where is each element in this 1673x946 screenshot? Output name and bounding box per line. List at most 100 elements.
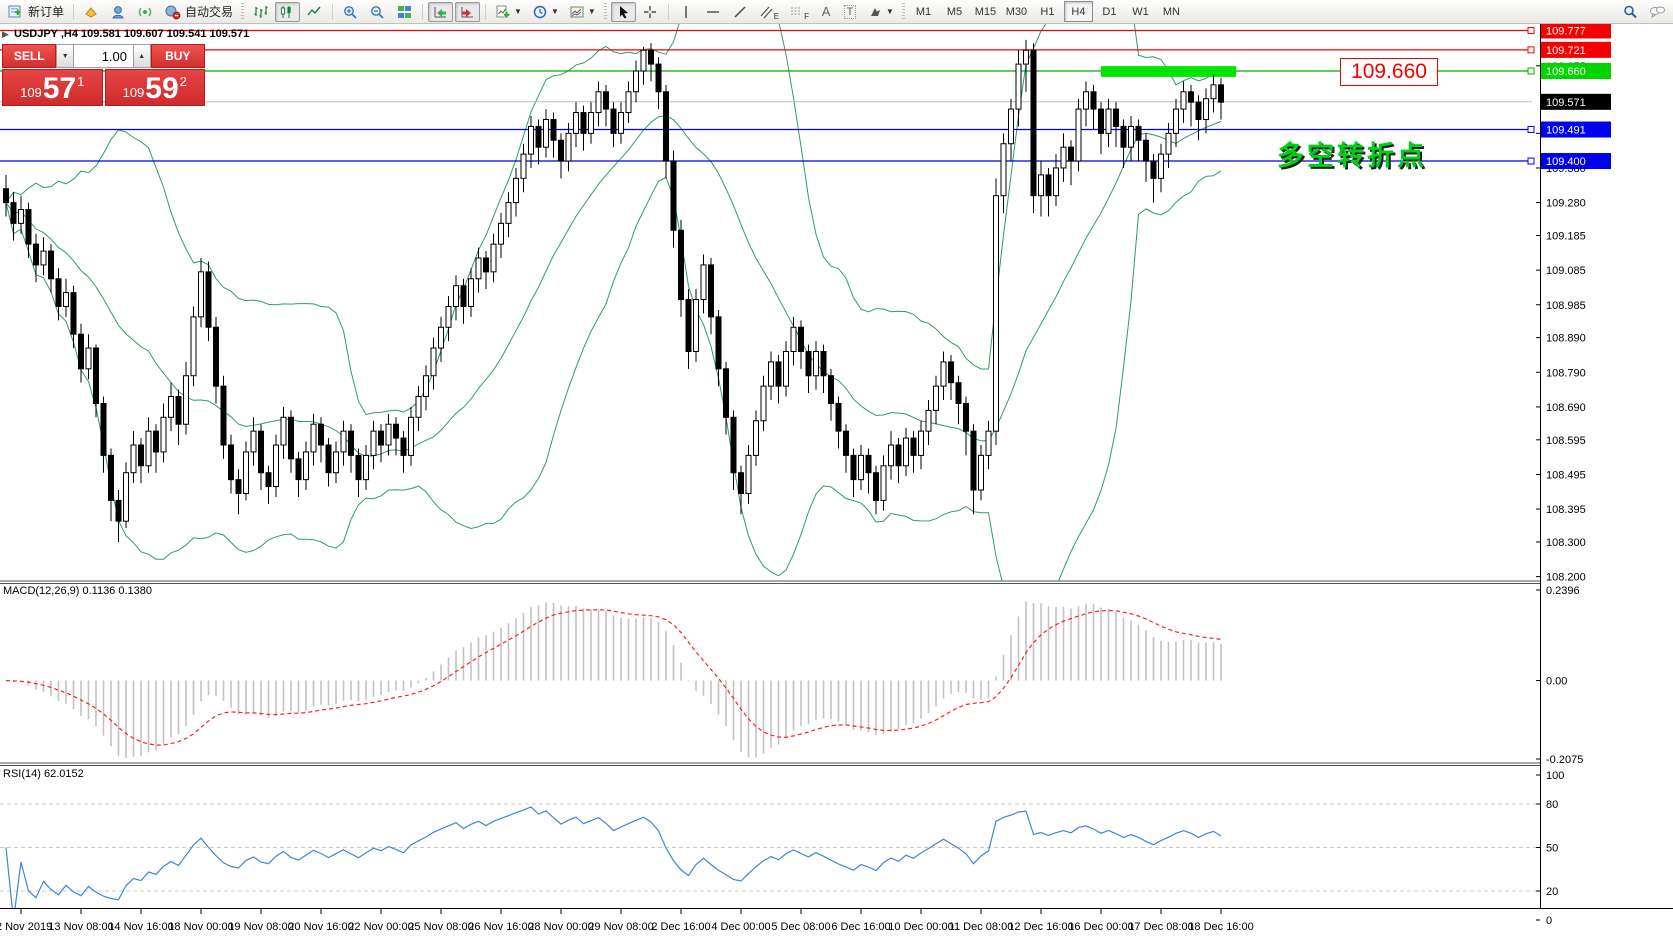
timeframe-w1[interactable]: W1 [1132,5,1149,18]
templates-button[interactable]: ▼ [565,2,600,22]
buy-price-button[interactable]: 109 59 2 [104,69,205,106]
volume-down-button[interactable]: ▼ [56,44,74,68]
candlestick-chart-button[interactable] [275,1,301,22]
data-window-icon [112,5,124,18]
timeframe-m15[interactable]: M15 [974,5,997,18]
sell-price-big-figure: 109 [20,85,42,100]
buy-button[interactable]: BUY [150,44,205,68]
vertical-line-tool[interactable] [674,2,699,22]
timeframe-m1[interactable]: M1 [915,5,932,18]
dropdown-caret: ▼ [587,7,596,16]
group-grip [603,2,607,21]
sell-button[interactable]: SELL [2,44,57,68]
timeframe-h4[interactable]: H4 [1063,1,1093,22]
price-tag-109.660 [1541,63,1611,79]
sell-price-button[interactable]: 109 57 1 [2,69,103,106]
trendline-tool[interactable] [728,2,753,22]
cursor-icon [619,5,628,18]
price-tick: 108.395 [1546,504,1586,516]
text-label-tool[interactable]: T [839,2,861,22]
separator [422,3,424,20]
hline-anchor [1527,126,1535,134]
price-tag-text: 109.660 [1546,66,1586,78]
search-button[interactable] [1618,2,1643,22]
zoom-in-icon [344,5,357,19]
time-label: 17 Dec 08:00 [1128,921,1193,933]
auto-scroll-icon [434,6,447,17]
equidistant-channel-tool[interactable]: E [755,2,783,22]
macd-signal-line [5,609,1222,746]
time-label: 5 Dec 08:00 [771,921,830,933]
separator [332,3,334,20]
auto-trading-button[interactable]: 自动交易 [160,2,237,22]
crosshair-icon [643,5,656,18]
bar-chart-icon [254,5,268,18]
volume-up-button[interactable]: ▲ [133,44,151,68]
indicators-icon [496,5,510,17]
main-toolbar: 新订单 自动交易 ▼ ▼ ▼ E F A T ▼ M1 M5 M15 M30 H… [0,0,1673,24]
auto-trading-label: 自动交易 [185,5,234,19]
auto-scroll-button[interactable] [428,1,454,22]
bar-chart-button[interactable] [248,2,273,22]
timeframe-mn[interactable]: MN [1162,5,1180,18]
line-chart-button[interactable] [302,2,327,22]
sell-price-pips: 57 [42,72,77,105]
rsi-indicator-label: RSI(14) 62.0152 [3,768,84,780]
zoom-out-button[interactable] [365,2,390,22]
candles [3,39,1224,542]
cursor-tool-button[interactable] [610,1,636,22]
chat-button[interactable] [1645,2,1670,22]
arrows-tool[interactable]: ▼ [863,2,898,22]
text-tool-icon: A [821,4,831,19]
separator [73,3,75,20]
time-label: 2 Dec 16:00 [651,921,710,933]
time-label: 18 Dec 16:00 [1188,921,1253,933]
time-label: 19 Nov 08:00 [228,921,293,933]
vertical-line-icon [685,5,687,18]
price-tag-109.491 [1541,121,1611,138]
timeframe-d1[interactable]: D1 [1102,5,1117,18]
line-chart-icon [307,6,321,15]
periods-button[interactable]: ▼ [528,2,563,22]
crosshair-tool-button[interactable] [638,2,663,22]
horizontal-line-tool[interactable] [701,2,726,22]
fibonacci-tool[interactable]: F [785,2,813,22]
timeframe-m5[interactable]: M5 [946,5,963,18]
chart-canvas[interactable]: 109.675109.480109.380109.280109.185109.0… [0,24,1673,946]
chart-window: 109.675109.480109.380109.280109.185109.0… [0,24,1673,946]
new-order-label: 新订单 [28,5,65,19]
rsi-tick: 20 [1546,886,1558,898]
bollinger-band [5,170,1222,581]
indicators-button[interactable]: ▼ [491,2,526,22]
tile-windows-button[interactable] [392,2,417,22]
new-order-button[interactable]: 新订单 [3,2,68,22]
volume-input[interactable] [74,44,133,68]
time-label: 6 Dec 16:00 [831,921,890,933]
clock-icon [533,5,547,18]
collapse-arrow-icon[interactable]: ▶ [2,29,9,39]
price-tick: 108.890 [1546,333,1586,345]
data-window-button[interactable] [106,2,131,22]
zoom-in-button[interactable] [338,2,363,22]
price-tag-text: 109.571 [1546,97,1586,109]
market-watch-button[interactable] [79,2,104,22]
signals-button[interactable] [133,2,158,22]
zoom-out-icon [371,5,384,19]
channel-letter: E [773,11,780,21]
chart-shift-button[interactable] [455,1,481,22]
time-label: 12 Nov 2019 [0,921,52,933]
price-axis-area [1541,24,1673,908]
time-label: 18 Nov 00:00 [168,921,233,933]
macd-pane [5,601,1222,759]
price-tick: 108.790 [1546,367,1586,379]
chart-shift-icon [461,6,474,17]
text-tool[interactable]: A [815,2,837,22]
buy-price-point: 2 [179,74,187,89]
rsi-line [5,806,1222,908]
price-tick: 108.595 [1546,435,1586,447]
timeframe-m30[interactable]: M30 [1005,5,1028,18]
chart-text-annotation: 多空转折点 [1277,141,1427,171]
timeframe-h1[interactable]: H1 [1040,5,1055,18]
bollinger-band [5,115,1222,457]
symbol-header: USDJPY ,H4 109.581 109.607 109.541 109.5… [14,28,250,40]
